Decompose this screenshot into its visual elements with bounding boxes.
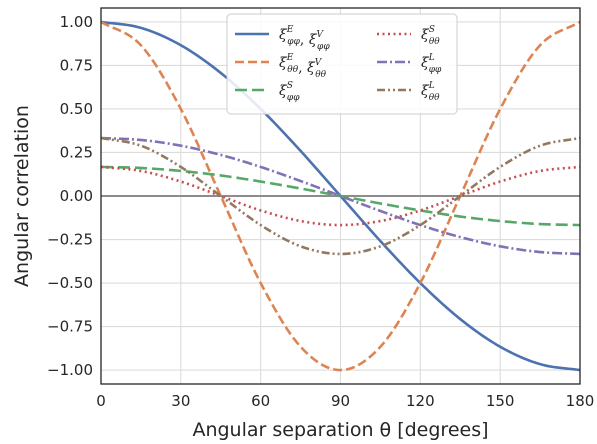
y-axis-title: Angular correlation (11, 105, 33, 287)
x-tick-labels: 0 30 60 90 120 150 180 (96, 392, 594, 410)
y-tick-label: 0.50 (60, 100, 93, 118)
x-axis-title: Angular separation θ [degrees] (192, 419, 488, 441)
y-tick-label: −1.00 (47, 361, 93, 379)
x-tick-label: 0 (96, 392, 106, 410)
y-tick-label: 0.75 (60, 56, 93, 74)
y-tick-labels: −1.00 −0.75 −0.50 −0.25 0.00 0.25 0.50 0.75 1.00 (47, 13, 93, 379)
y-tick-label: −0.50 (47, 274, 93, 292)
x-tick-label: 150 (486, 392, 515, 410)
x-tick-label: 60 (251, 392, 270, 410)
y-tick-label: 0.00 (60, 187, 93, 205)
x-tick-label: 90 (331, 392, 350, 410)
x-tick-label: 180 (566, 392, 595, 410)
y-tick-label: 1.00 (60, 13, 93, 31)
x-tick-label: 120 (406, 392, 435, 410)
y-tick-label: −0.25 (47, 231, 93, 249)
y-tick-label: 0.25 (60, 143, 93, 161)
y-tick-label: −0.75 (47, 318, 93, 336)
x-tick-label: 30 (171, 392, 190, 410)
